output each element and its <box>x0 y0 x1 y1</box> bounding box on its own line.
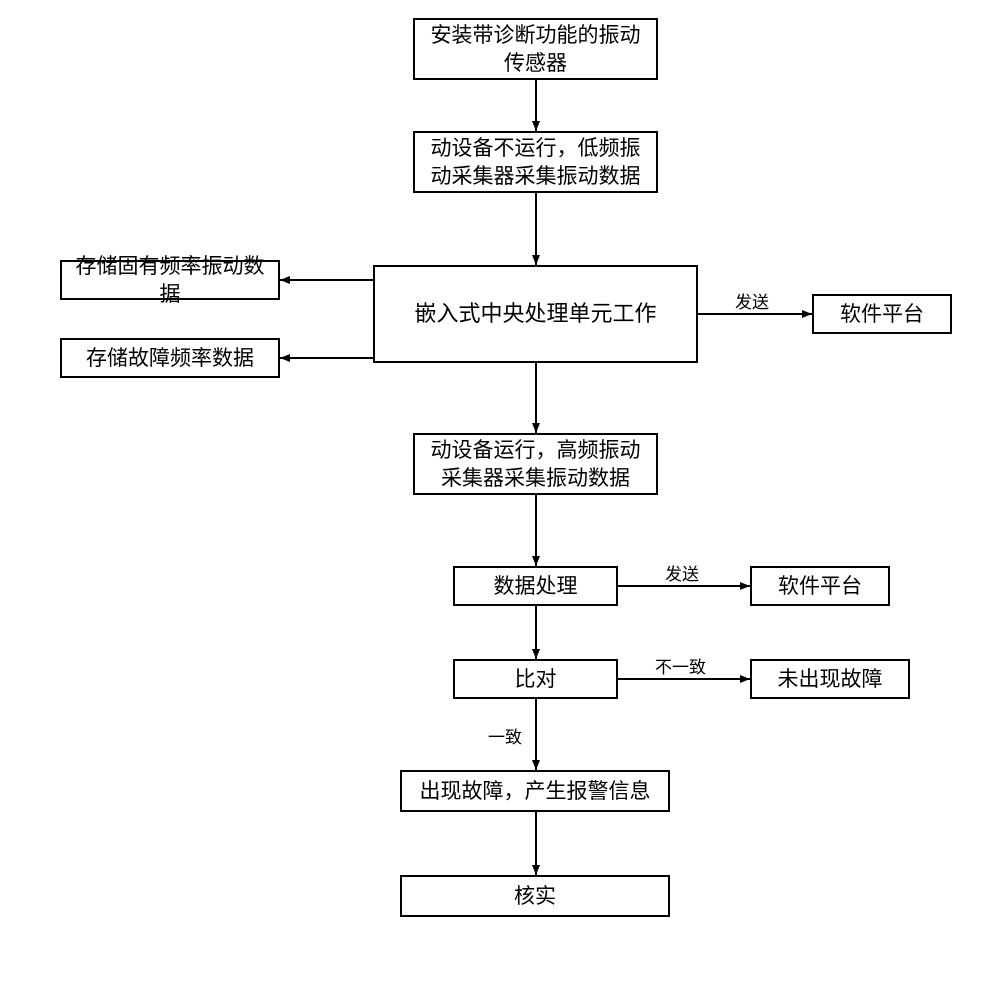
edge-label-mismatch: 不一致 <box>655 653 706 678</box>
node-text: 存储固有频率振动数据 <box>70 252 270 309</box>
node-text: 安装带诊断功能的振动传感器 <box>423 21 648 78</box>
node-text: 存储故障频率数据 <box>86 344 254 372</box>
node-text: 核实 <box>514 882 556 910</box>
edge-label-send-2: 发送 <box>665 560 699 585</box>
node-text: 软件平台 <box>778 572 862 600</box>
node-run-highfreq: 动设备运行，高频振动采集器采集振动数据 <box>413 433 658 495</box>
node-text: 出现故障，产生报警信息 <box>420 777 651 805</box>
node-text: 数据处理 <box>494 572 578 600</box>
node-software-platform-1: 软件平台 <box>812 294 952 334</box>
node-software-platform-2: 软件平台 <box>750 566 890 606</box>
node-compare: 比对 <box>453 659 618 699</box>
node-cpu-work: 嵌入式中央处理单元工作 <box>373 265 698 363</box>
edge-label-send-1: 发送 <box>735 288 769 313</box>
node-store-natural-freq: 存储固有频率振动数据 <box>60 260 280 300</box>
node-idle-lowfreq: 动设备不运行，低频振动采集器采集振动数据 <box>413 131 658 193</box>
edge-label-match: 一致 <box>488 723 522 748</box>
node-text: 嵌入式中央处理单元工作 <box>414 299 656 329</box>
node-text: 比对 <box>515 665 557 693</box>
node-text: 动设备运行，高频振动采集器采集振动数据 <box>423 436 648 493</box>
node-no-fault: 未出现故障 <box>750 659 910 699</box>
node-text: 软件平台 <box>840 300 924 328</box>
node-data-process: 数据处理 <box>453 566 618 606</box>
flowchart-canvas: 安装带诊断功能的振动传感器 动设备不运行，低频振动采集器采集振动数据 嵌入式中央… <box>0 0 1000 988</box>
node-install-sensor: 安装带诊断功能的振动传感器 <box>413 18 658 80</box>
node-fault-alarm: 出现故障，产生报警信息 <box>400 770 670 812</box>
node-text: 动设备不运行，低频振动采集器采集振动数据 <box>423 134 648 191</box>
node-store-fault-freq: 存储故障频率数据 <box>60 338 280 378</box>
node-text: 未出现故障 <box>778 665 883 693</box>
node-verify: 核实 <box>400 875 670 917</box>
